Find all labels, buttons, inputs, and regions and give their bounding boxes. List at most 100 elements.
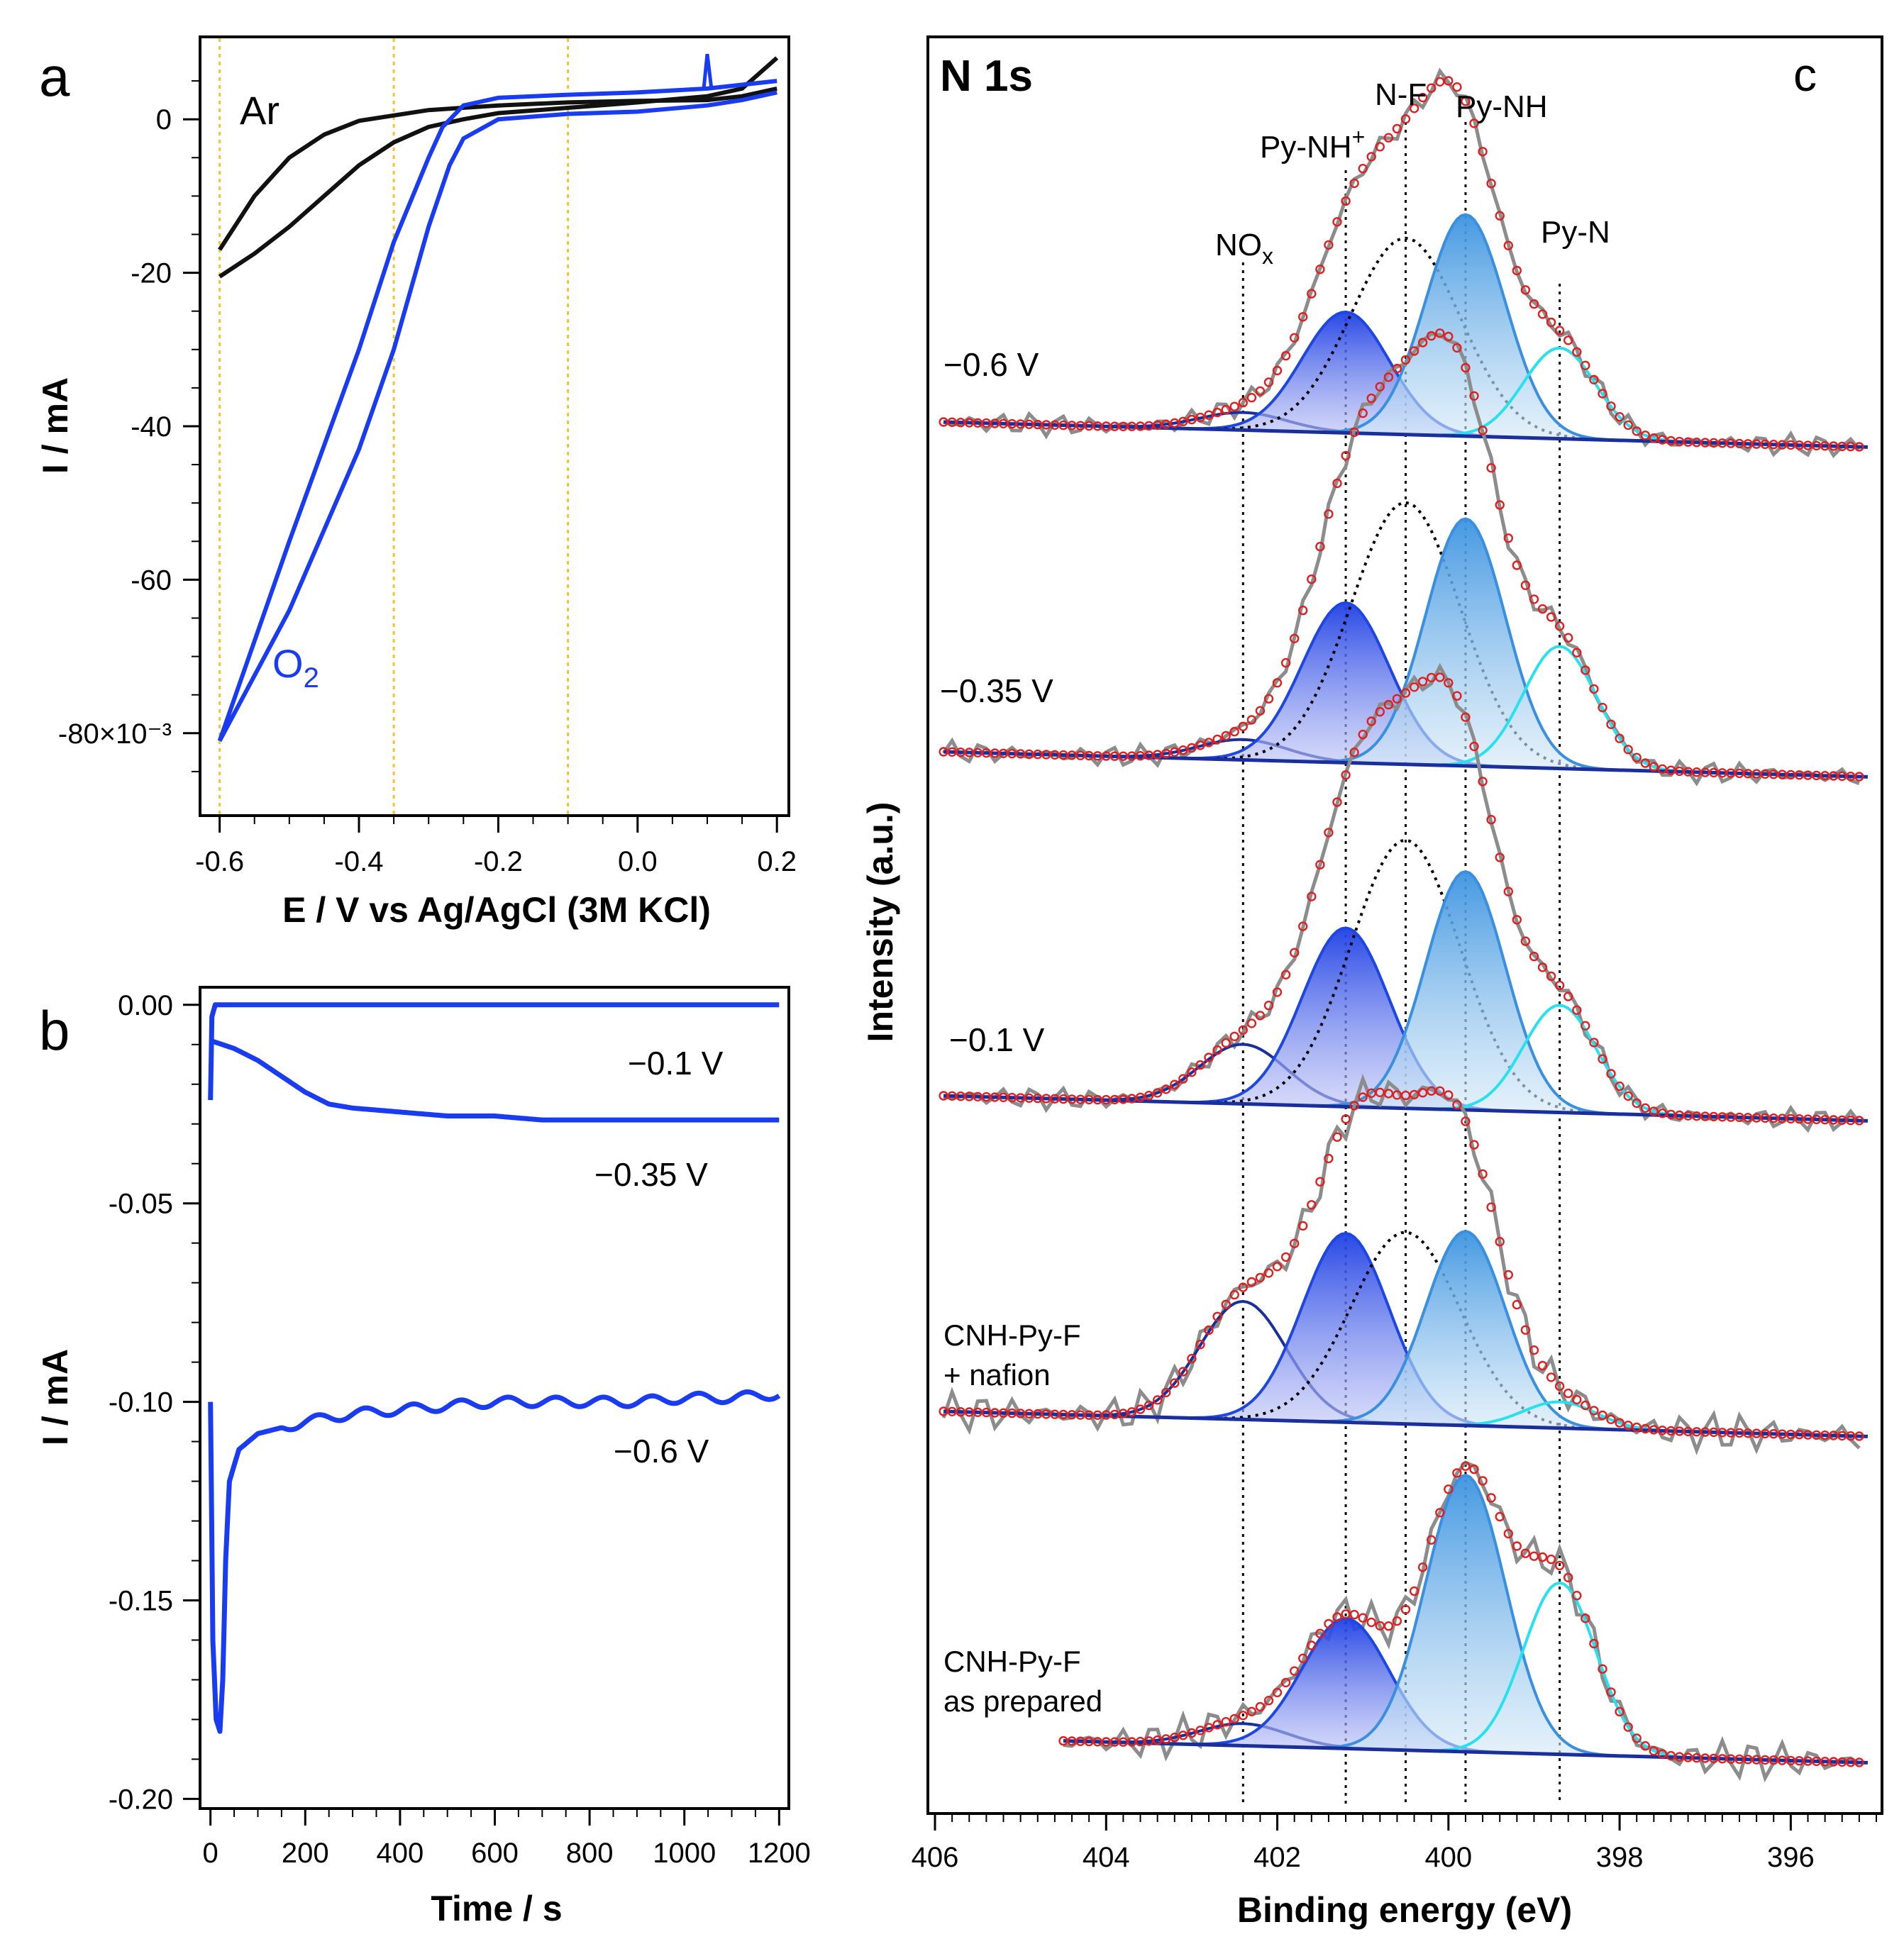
fit-point — [1349, 747, 1359, 757]
fit-point — [1272, 987, 1283, 997]
fit-point — [1615, 1706, 1625, 1717]
fit-point — [1178, 1367, 1188, 1377]
peak-fill-py-nh — [943, 214, 1864, 448]
fit-point — [1469, 391, 1479, 401]
fit-point — [1417, 338, 1428, 348]
fit-point — [1349, 178, 1359, 189]
fit-point — [1195, 1726, 1205, 1735]
fit-point — [1263, 1695, 1274, 1706]
fit-point — [1178, 1074, 1188, 1084]
fit-point — [1289, 633, 1300, 643]
fit-point — [1615, 1081, 1625, 1092]
fit-point — [1152, 1088, 1163, 1098]
fit-point — [1572, 1005, 1582, 1015]
fit-point — [1478, 147, 1488, 157]
fit-point — [1444, 1090, 1454, 1100]
fit-point — [1324, 828, 1334, 838]
fit-point — [1520, 285, 1531, 295]
fit-point — [1263, 1268, 1274, 1278]
fit-point — [1598, 1054, 1607, 1064]
fit-point — [1315, 265, 1325, 274]
fit-point — [1221, 405, 1231, 415]
baseline — [943, 420, 1869, 449]
fit-point — [1400, 688, 1411, 698]
fit-point — [1469, 1464, 1479, 1474]
spectrum-label: −0.1 V — [949, 1021, 1045, 1058]
fit-point — [1598, 1410, 1607, 1421]
fit-point — [1366, 393, 1376, 404]
fit-point — [1307, 1640, 1317, 1650]
fit-point — [1332, 478, 1342, 489]
fit-point — [1170, 1079, 1180, 1089]
y-tick-label: -0.15 — [109, 1586, 173, 1617]
fit-point — [1195, 1060, 1205, 1070]
fit-point — [1349, 427, 1359, 438]
o2-spike — [702, 53, 714, 89]
fit-point — [1615, 1418, 1625, 1428]
fit-point — [1452, 343, 1462, 353]
fit-point — [1280, 1252, 1291, 1262]
fit-point — [1606, 1069, 1616, 1079]
fit-point — [1615, 412, 1625, 422]
panel-a-guide-lines — [218, 38, 570, 814]
fit-point — [1221, 1299, 1231, 1310]
fit-point — [1563, 633, 1573, 643]
fit-point — [1272, 1687, 1283, 1698]
fit-point — [1503, 887, 1514, 896]
fit-point — [1255, 386, 1266, 396]
y-tick-label: 0.00 — [118, 990, 173, 1021]
peak-line-n-f — [943, 1231, 1864, 1438]
baseline — [943, 1409, 1869, 1438]
fit-point — [1161, 1084, 1171, 1094]
fit-point — [1409, 682, 1419, 692]
fit-point — [1144, 1400, 1154, 1411]
fit-point — [1469, 1140, 1479, 1150]
fit-point — [1623, 1722, 1633, 1732]
fit-point — [1520, 1325, 1531, 1335]
fit-point — [1581, 665, 1590, 675]
fit-point — [1657, 435, 1668, 445]
fit-point — [1204, 1325, 1214, 1335]
fit-point — [1486, 463, 1496, 473]
fit-point — [1554, 326, 1565, 335]
fit-point — [1238, 398, 1249, 408]
fit-point — [1649, 433, 1659, 443]
fit-point — [1495, 852, 1505, 862]
fit-point — [1221, 1716, 1231, 1727]
baseline — [943, 1094, 1869, 1123]
panel-b-frame — [199, 986, 790, 1810]
fit-point — [1598, 1664, 1607, 1674]
spectrum-3 — [939, 1074, 1869, 1455]
spectrum-2 — [939, 662, 1869, 1133]
fit-point — [1546, 317, 1556, 328]
fit-point — [1332, 1132, 1342, 1142]
fit-point — [1204, 1723, 1214, 1733]
fit-point — [1417, 677, 1428, 687]
fit-point — [1461, 712, 1471, 722]
fit-point — [1144, 1090, 1154, 1101]
current-trace-1 — [209, 1038, 780, 1123]
fit-point — [1589, 1406, 1599, 1416]
fit-point — [1375, 382, 1385, 391]
fit-point — [1170, 747, 1180, 757]
peak-label-py-n: Py-N — [1541, 215, 1610, 250]
fit-point — [1118, 1409, 1129, 1418]
fit-point — [1255, 1272, 1266, 1283]
fit-point — [1170, 1732, 1180, 1743]
fit-point — [1657, 1108, 1668, 1118]
panel-b-xlabel: Time / s — [431, 1889, 562, 1928]
fit-point — [1204, 738, 1214, 748]
x-tick-label: 800 — [566, 1838, 614, 1869]
fit-point — [1324, 1153, 1334, 1164]
fit-point — [1383, 1089, 1394, 1099]
fit-point — [1392, 123, 1402, 134]
fit-point — [1289, 948, 1300, 958]
peak-fill-py-nh — [1063, 1475, 1864, 1763]
nox-main: NO — [1215, 228, 1262, 262]
fit-point — [1572, 1590, 1582, 1601]
fit-point — [1187, 743, 1197, 753]
fit-point — [1195, 740, 1205, 750]
fit-point — [1400, 114, 1411, 124]
fit-point — [1341, 1114, 1351, 1124]
panel-c-xlabel: Binding energy (eV) — [1237, 1890, 1572, 1930]
